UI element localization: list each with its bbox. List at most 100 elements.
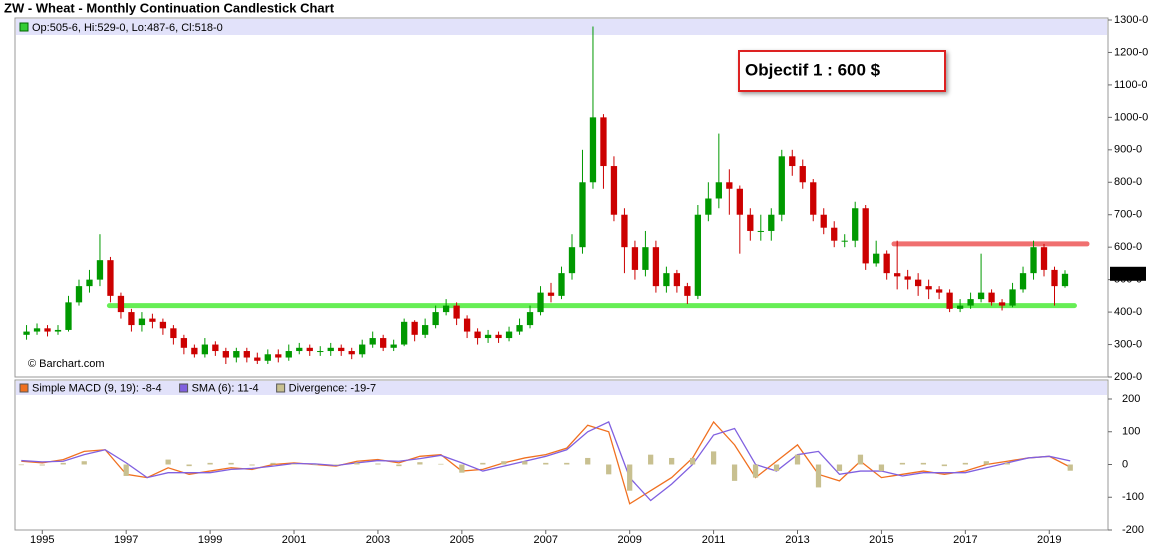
candle-body [390, 344, 397, 348]
y-tick-label: -100 [1122, 491, 1144, 503]
candle-body [600, 117, 607, 167]
divergence-bar [501, 461, 507, 465]
candle-body [1051, 269, 1058, 287]
annotation-box [738, 50, 946, 92]
divergence-bar [857, 454, 864, 465]
divergence-bar [249, 464, 255, 466]
divergence-bar [648, 454, 654, 465]
candle-body [359, 344, 366, 355]
divergence-bar [627, 464, 633, 491]
legend-label: SMA (6): 11-4 [192, 382, 259, 394]
candle-body [1009, 289, 1016, 306]
divergence-bar [396, 464, 402, 467]
candle-body [705, 198, 712, 215]
divergence-bar [564, 462, 570, 465]
candle-body [233, 351, 240, 358]
x-tick-label: 2003 [366, 534, 390, 546]
last-price-tag [1110, 266, 1146, 281]
candle-body [1019, 273, 1027, 290]
candle-body [663, 273, 670, 287]
annotation: Objectif 1 : 600 $ [745, 60, 881, 79]
candle-body [243, 351, 250, 358]
candle-body [33, 328, 41, 332]
candle-body [75, 286, 83, 303]
x-tick-label: 2013 [785, 534, 809, 546]
candle-body [149, 318, 156, 322]
x-tick-label: 2017 [953, 534, 977, 546]
x-tick-label: 2001 [282, 534, 306, 546]
candle-body [526, 312, 534, 326]
candle-body [369, 338, 376, 345]
candle-body [474, 331, 481, 339]
candle-body [579, 182, 586, 248]
candle-body [432, 312, 439, 326]
divergence-bar [354, 462, 360, 465]
candle-body [327, 347, 334, 352]
x-tick-label: 1999 [198, 534, 222, 546]
divergence-bar [920, 462, 927, 465]
series-line [21, 421, 1071, 502]
divergence-bar [899, 462, 906, 465]
candle-body [789, 156, 796, 167]
y-tick-label: 1200-0 [1114, 46, 1148, 58]
y-tick-label: 0 [1122, 458, 1128, 470]
candle-body [201, 344, 209, 355]
x-tick-label: 2009 [617, 534, 641, 546]
y-tick-label: 1000-0 [1114, 111, 1148, 123]
candle-body [883, 253, 890, 274]
x-tick-label: 2019 [1037, 534, 1061, 546]
y-tick-label: 1100-0 [1114, 79, 1147, 91]
candle-body [894, 273, 901, 277]
divergence-bar [794, 454, 801, 465]
divergence-bar [123, 464, 129, 476]
candle-body [621, 214, 628, 248]
macd-header [16, 381, 1107, 395]
divergence-bar [81, 461, 87, 465]
candle-body [977, 292, 985, 300]
candle-body [1030, 247, 1037, 274]
candle-body [694, 214, 702, 296]
candle-body [159, 321, 167, 329]
candle-body [505, 331, 513, 339]
y-tick-label: -200 [1122, 524, 1144, 536]
candle-body [128, 312, 135, 326]
divergence-bar [186, 464, 192, 467]
x-tick-label: 2007 [534, 534, 558, 546]
candle-body [296, 347, 303, 352]
candle-body [23, 331, 30, 335]
candle-body [401, 321, 408, 345]
candle-body [684, 286, 691, 296]
divergence-bar [669, 457, 675, 465]
macd-panel [14, 379, 1109, 531]
candle-body [338, 347, 345, 352]
divergence-bar [1004, 462, 1010, 465]
divergence-bar [375, 463, 381, 465]
y-tick-label: 700-0 [1114, 209, 1142, 221]
divergence-bar [228, 462, 234, 465]
chart-title: ZW - Wheat - Monthly Continuation Candle… [4, 0, 335, 15]
candle-body [463, 318, 471, 332]
candle-body [317, 351, 324, 353]
candle-body [558, 273, 565, 296]
candle-body [820, 214, 827, 228]
divergence-bar [585, 457, 591, 465]
divergence-bar [291, 463, 297, 465]
candle-body [348, 351, 355, 355]
candle-body [988, 292, 995, 303]
candle-body [810, 182, 817, 215]
divergence-bar [522, 461, 528, 465]
x-tick-label: 1995 [30, 534, 54, 546]
divergence-bar [962, 462, 968, 465]
candle-body [380, 338, 387, 348]
candle-body [652, 247, 660, 287]
candle-body [642, 247, 649, 270]
legend-swatch [19, 383, 29, 393]
candle-body [484, 334, 492, 339]
y-tick-label: 100 [1122, 426, 1140, 438]
divergence-bar [689, 457, 696, 465]
candle-body [873, 253, 880, 264]
divergence-bar [836, 464, 843, 472]
y-tick-label: 300-0 [1114, 338, 1142, 350]
candle-body [778, 156, 785, 215]
